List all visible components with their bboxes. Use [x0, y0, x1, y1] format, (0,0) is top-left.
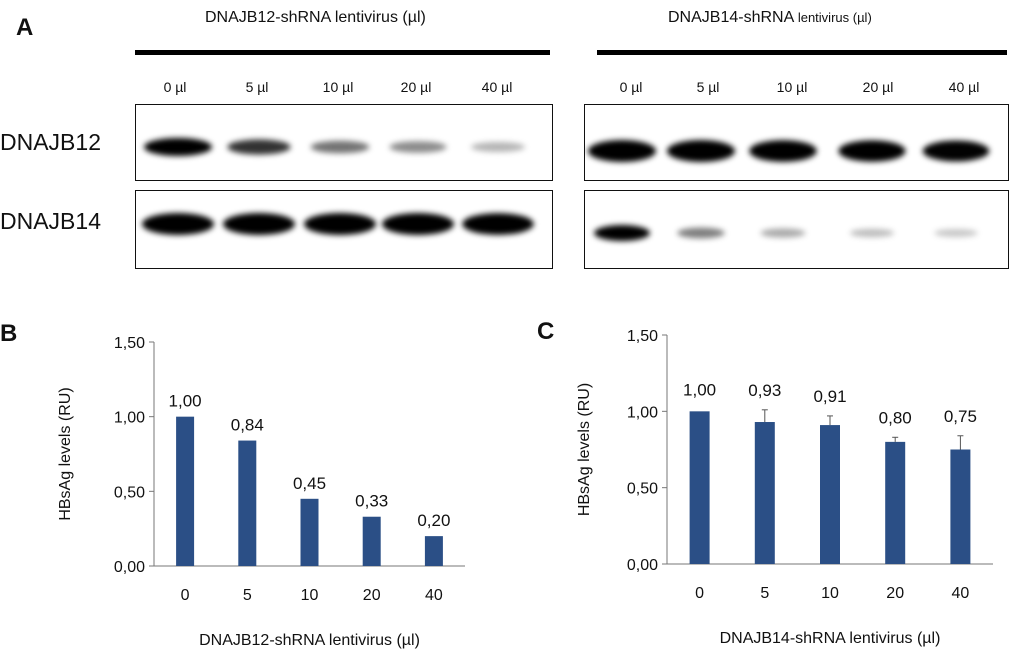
- blot-g1-dnajb14-svg: [142, 213, 534, 235]
- lane-label: 0 µl: [163, 79, 187, 95]
- blot-band: [850, 228, 894, 238]
- lane-label: 20 µl: [400, 79, 432, 95]
- data-label: 0,20: [417, 511, 450, 530]
- lane-label: 20 µl: [862, 79, 894, 95]
- chart-b: 0,00 0,50 1,00 1,50 1,00 0 0,84 5 0,45 10 0,33 20 0,…: [57, 335, 465, 649]
- y-tick-label: 1,50: [114, 335, 145, 352]
- y-tick-label: 0,00: [627, 557, 658, 574]
- data-label: 0,75: [944, 407, 977, 426]
- panel-b-label: B: [0, 320, 18, 347]
- blot-band: [223, 213, 295, 235]
- blot-band: [470, 142, 526, 152]
- y-tick-label: 1,50: [627, 328, 658, 345]
- bar: [362, 516, 381, 566]
- blot-g2-dnajb12-svg: [588, 140, 990, 162]
- bar: [238, 440, 257, 566]
- y-tick-label: 0,50: [627, 481, 658, 498]
- bar: [176, 416, 195, 566]
- bar: [754, 422, 775, 564]
- panel-c-label: C: [537, 318, 555, 345]
- x-tick-label: 10: [301, 587, 319, 604]
- lane-label: 0 µl: [619, 79, 643, 95]
- blot-band: [382, 213, 454, 235]
- blot-band: [310, 140, 370, 154]
- y-axis-title: HBsAg levels (RU): [576, 383, 593, 516]
- blot-band: [588, 140, 656, 162]
- lane-label: 40 µl: [481, 79, 513, 95]
- blot-band: [838, 140, 906, 162]
- bar: [820, 425, 840, 564]
- blot-band: [934, 228, 978, 238]
- x-tick-label: 0: [181, 587, 190, 604]
- blot-band: [667, 140, 735, 162]
- blot-band: [462, 213, 534, 235]
- y-axis-title: HBsAg levels (RU): [57, 387, 74, 520]
- data-label: 1,00: [169, 392, 202, 411]
- y-tick-label: 0,50: [114, 484, 145, 501]
- bar: [950, 449, 971, 564]
- blot-group2-title-main: DNAJB14-shRNA: [668, 9, 798, 26]
- blot-g2-dnajb14-svg: [594, 225, 978, 241]
- bar: [424, 536, 443, 566]
- data-label: 0,84: [231, 416, 264, 435]
- lane-label: 5 µl: [245, 79, 269, 95]
- x-tick-label: 0: [695, 585, 704, 602]
- blot-band: [142, 213, 214, 235]
- blot-group2-title: DNAJB14-shRNA lentivirus (µl): [668, 9, 872, 27]
- lane-label: 10 µl: [776, 79, 808, 95]
- blot-g2-dnajb12: [584, 104, 1009, 181]
- protein-label-dnajb12: DNAJB12: [0, 129, 101, 155]
- blot-band: [227, 139, 291, 155]
- x-tick-label: 5: [243, 587, 252, 604]
- lane-label: 40 µl: [948, 79, 980, 95]
- x-tick-label: 40: [952, 585, 970, 602]
- bar: [689, 411, 710, 564]
- data-label: 0,45: [293, 474, 326, 493]
- data-label: 0,93: [748, 381, 781, 400]
- x-tick-label: 20: [363, 587, 381, 604]
- blot-group2-rule: [597, 50, 1007, 55]
- blot-band: [594, 225, 650, 241]
- lane-label: 10 µl: [322, 79, 354, 95]
- blot-g2-dnajb14: [584, 190, 1009, 269]
- blot-band: [760, 228, 806, 238]
- x-axis-title: DNAJB14-shRNA lentivirus (µl): [720, 630, 941, 647]
- blot-band: [304, 213, 376, 235]
- data-label: 0,91: [813, 387, 846, 406]
- blot-band: [749, 140, 817, 162]
- bar: [300, 498, 319, 566]
- blot-group1-rule: [135, 50, 550, 55]
- blot-g1-dnajb12-svg: [144, 138, 526, 156]
- blot-g1-dnajb14: [135, 190, 553, 269]
- y-tick-label: 1,00: [114, 410, 145, 427]
- blot-band: [677, 227, 725, 239]
- x-tick-label: 20: [886, 585, 904, 602]
- blot-group1-title: DNAJB12-shRNA lentivirus (µl): [205, 9, 426, 26]
- x-axis-title: DNAJB12-shRNA lentivirus (µl): [199, 632, 420, 649]
- lane-label: 5 µl: [696, 79, 720, 95]
- data-label: 0,80: [879, 408, 912, 427]
- blot-g1-dnajb12: [135, 104, 553, 181]
- blot-band: [922, 140, 990, 162]
- data-label: 1,00: [683, 380, 716, 399]
- x-tick-label: 40: [425, 587, 443, 604]
- blot-band: [389, 141, 447, 153]
- data-label: 0,33: [355, 492, 388, 511]
- x-tick-label: 5: [760, 585, 769, 602]
- bar: [885, 441, 906, 564]
- x-tick-label: 10: [821, 585, 839, 602]
- chart-c: 0,00 0,50 1,00 1,50 1,00 0 0,93 5 0,91 10 0,80 20 0,…: [576, 328, 993, 647]
- panel-a-label: A: [16, 14, 34, 41]
- blot-group2-title-small: lentivirus (µl): [797, 10, 872, 25]
- blot-band: [144, 138, 212, 156]
- y-tick-label: 0,00: [114, 559, 145, 576]
- protein-label-dnajb14: DNAJB14: [0, 208, 101, 234]
- y-tick-label: 1,00: [627, 404, 658, 421]
